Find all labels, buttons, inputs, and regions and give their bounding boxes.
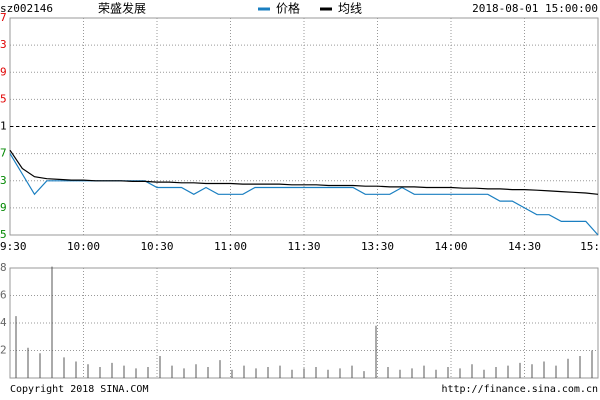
x-tick-label: 10:30	[140, 240, 173, 253]
datetime: 2018-08-01 15:00:00	[472, 2, 598, 15]
y-tick-label: 7	[0, 147, 7, 160]
chart-title: 荣盛发展	[98, 1, 146, 16]
x-tick-label: 10:00	[67, 240, 100, 253]
legend-label: 价格	[276, 1, 300, 16]
volume-tick-label: 4	[0, 316, 7, 329]
y-tick-label: 7	[0, 11, 7, 24]
legend-label: 均线	[338, 2, 362, 16]
x-tick-label: 9:30	[0, 240, 27, 253]
y-tick-label: 9	[0, 65, 7, 78]
x-tick-label: 11:00	[214, 240, 247, 253]
price-line	[9, 149, 599, 195]
y-tick-label: 3	[0, 38, 7, 51]
x-tick-label: 14:00	[434, 240, 467, 253]
x-tick-label: 14:30	[508, 240, 541, 253]
footer-left: Copyright 2018 SINA.COM	[10, 384, 148, 395]
x-tick-label: 13:30	[361, 240, 394, 253]
y-tick-label: 9	[0, 201, 7, 214]
y-tick-label: 3	[0, 174, 7, 187]
volume-tick-label: 2	[0, 344, 7, 357]
x-tick-label: 15:	[580, 240, 600, 253]
y-tick-label: 5	[0, 92, 7, 105]
y-tick-label: 5	[0, 228, 7, 241]
y-tick-label: 1	[0, 120, 7, 133]
volume-tick-label: 6	[0, 289, 7, 302]
volume-tick-label: 8	[0, 261, 7, 274]
footer-right: http://finance.sina.com.cn	[441, 384, 598, 395]
symbol: sz002146	[0, 2, 53, 15]
x-tick-label: 11:30	[287, 240, 320, 253]
